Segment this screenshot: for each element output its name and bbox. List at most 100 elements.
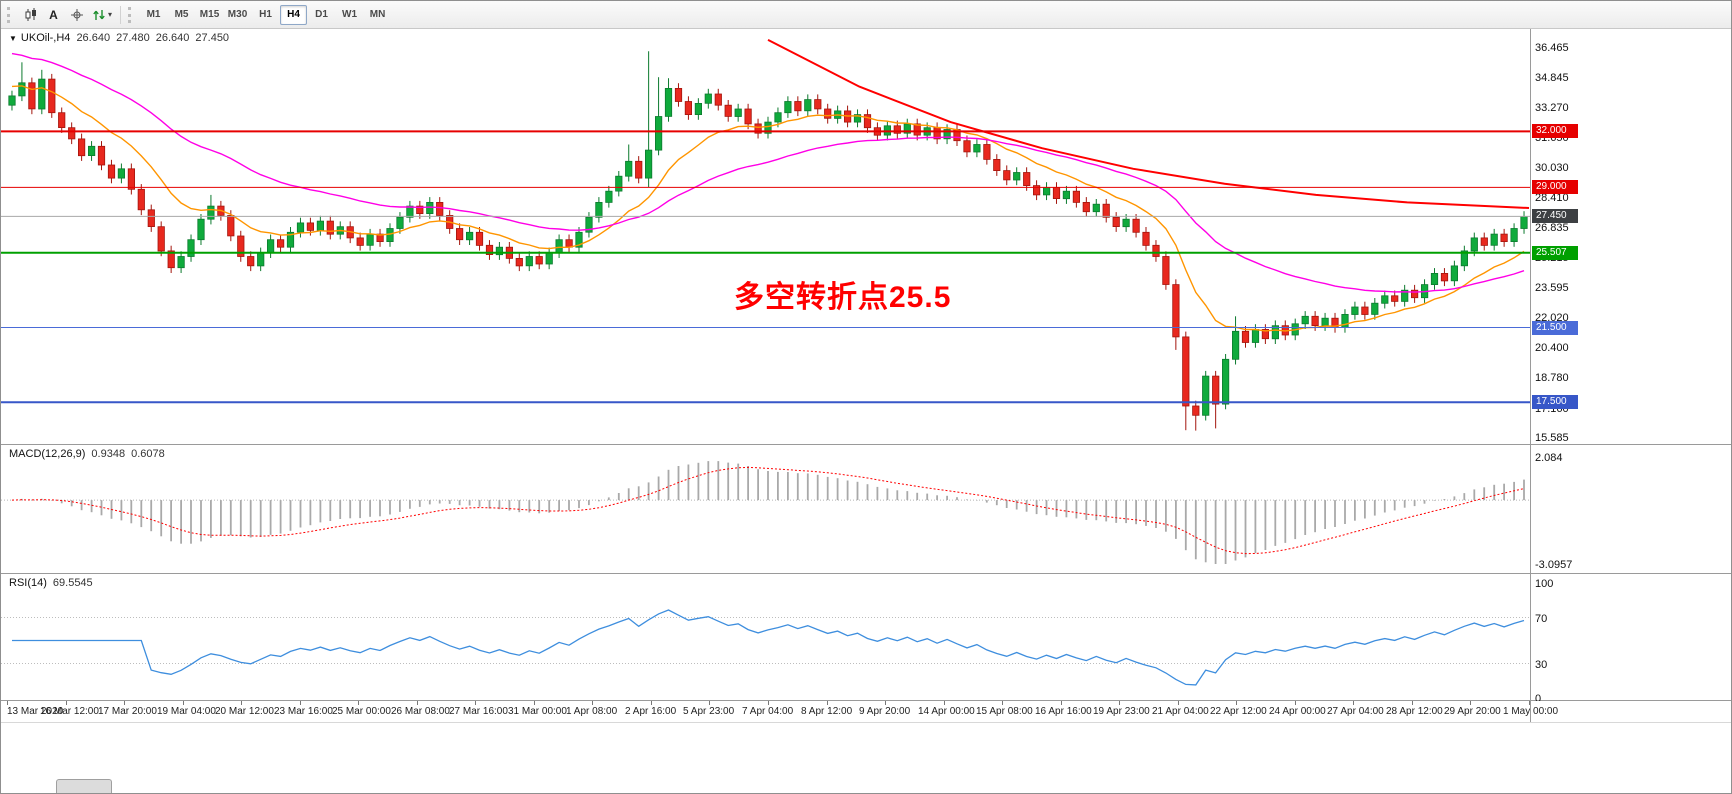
dropdown-caret-icon: ▾: [108, 10, 113, 19]
price-axis-label: 26.835: [1535, 222, 1569, 234]
time-tick: [534, 701, 535, 705]
time-axis-label: 24 Apr 00:00: [1269, 706, 1326, 717]
price-axis-label: 23.595: [1535, 282, 1569, 294]
ohlc-high: 27.480: [116, 32, 150, 44]
rsi-axis-label: 30: [1535, 659, 1548, 671]
price-axis-label: 20.400: [1535, 342, 1569, 354]
time-axis-label: 27 Mar 16:00: [449, 706, 508, 717]
crosshair-icon: [70, 8, 83, 21]
macd-signal-line: [11, 466, 1525, 555]
macd-name: MACD(12,26,9): [9, 448, 86, 460]
main-chart-panel[interactable]: ▼ UKOil-,H4 26.640 27.480 26.640 27.450 多空转折点…: [1, 29, 1731, 445]
time-axis-label: 8 Apr 12:00: [801, 706, 853, 717]
time-tick: [944, 701, 945, 705]
candlestick-chart-icon: [25, 7, 36, 21]
rsi-svg[interactable]: [1, 574, 1530, 700]
timeframe-w1[interactable]: W1: [336, 5, 363, 25]
green-arrows-icon: [93, 9, 105, 20]
workspace-bottom-area: [1, 723, 1731, 793]
time-axis-label: 26 Mar 08:00: [391, 706, 450, 717]
toolbar: A ▾ M1 M5 M15 M30 H1 H4 D1 W1 MN: [1, 1, 1731, 29]
time-axis-label: 22 Apr 12:00: [1210, 706, 1267, 717]
time-tick: [709, 701, 710, 705]
toolbar-drag-handle[interactable]: [128, 6, 134, 23]
rsi-value: 69.5545: [52, 577, 93, 589]
chart-symbol-period: UKOil-,H4: [20, 32, 71, 44]
time-tick: [300, 701, 301, 705]
time-tick: [66, 701, 67, 705]
time-axis-label: 9 Apr 20:00: [859, 706, 911, 717]
timeframe-m30[interactable]: M30: [224, 5, 251, 25]
chart-title: ▼ UKOil-,H4 26.640 27.480 26.640 27.450: [9, 32, 229, 44]
macd-axis-label: -3.0957: [1535, 559, 1573, 571]
time-tick: [1470, 701, 1471, 705]
time-tick: [651, 701, 652, 705]
macd-panel[interactable]: MACD(12,26,9) 0.9348 0.6078 2.084 -3.0957: [1, 445, 1731, 574]
time-axis-label: 16 Mar 12:00: [40, 706, 99, 717]
text-tool-button[interactable]: A: [42, 4, 65, 25]
time-tick: [1061, 701, 1062, 705]
time-axis-label: 13 Mar 2020: [7, 706, 64, 717]
time-axis-label: 16 Apr 16:00: [1035, 706, 1092, 717]
price-tag-27.450: 27.450: [1532, 209, 1578, 223]
timeframe-d1[interactable]: D1: [308, 5, 335, 25]
ema-fast-line: [11, 85, 1525, 332]
price-axis-label: 33.270: [1535, 102, 1569, 114]
time-tick: [241, 701, 242, 705]
time-tick: [475, 701, 476, 705]
time-axis-label: 14 Apr 00:00: [918, 706, 975, 717]
time-axis-label: 17 Mar 20:00: [98, 706, 157, 717]
ohlc-low: 26.640: [155, 32, 190, 44]
text-tool-label: A: [49, 7, 58, 22]
price-axis-label: 15.585: [1535, 432, 1569, 444]
toolbar-separator: [120, 5, 122, 24]
time-axis-label: 29 Apr 20:00: [1444, 706, 1501, 717]
timeframe-h1[interactable]: H1: [252, 5, 279, 25]
collapse-arrow-icon[interactable]: ▼: [9, 34, 17, 43]
chart-text-annotation[interactable]: 多空转折点25.5: [734, 281, 952, 314]
time-axis-label: 19 Mar 04:00: [157, 706, 216, 717]
candles-layer: [8, 51, 1528, 431]
time-tick: [1295, 701, 1296, 705]
ohlc-open: 26.640: [76, 32, 111, 44]
macd-axis-label: 2.084: [1535, 452, 1563, 464]
price-tag-25.507: 25.507: [1532, 246, 1578, 260]
ema-slow-line: [11, 52, 1525, 293]
macd-histogram: [20, 461, 1525, 564]
price-axis-label: 34.845: [1535, 72, 1569, 84]
time-axis-label: 5 Apr 23:00: [683, 706, 735, 717]
candlestick-chart-button[interactable]: [19, 4, 42, 25]
timeframe-m1[interactable]: M1: [140, 5, 167, 25]
price-tag-29.000: 29.000: [1532, 180, 1578, 194]
time-tick: [827, 701, 828, 705]
price-tag-32.000: 32.000: [1532, 124, 1578, 138]
rsi-label: RSI(14) 69.5545: [9, 577, 93, 589]
crosshair-button[interactable]: [65, 4, 88, 25]
price-axis-label: 18.780: [1535, 372, 1569, 384]
scroll-mode-button[interactable]: ▾: [88, 4, 115, 25]
time-axis-label: 23 Mar 16:00: [274, 706, 333, 717]
toolbar-drag-handle[interactable]: [7, 6, 13, 23]
time-tick: [183, 701, 184, 705]
time-axis-label: 28 Apr 12:00: [1386, 706, 1443, 717]
timeframe-mn[interactable]: MN: [364, 5, 391, 25]
rsi-panel[interactable]: RSI(14) 69.5545 100 70 30 0: [1, 574, 1731, 705]
timeframe-m5[interactable]: M5: [168, 5, 195, 25]
time-tick: [124, 701, 125, 705]
chart-window-tab[interactable]: [56, 779, 112, 793]
price-chart-svg[interactable]: [1, 29, 1530, 444]
time-axis-label: 1 Apr 08:00: [566, 706, 618, 717]
macd-value-main: 0.9348: [91, 448, 126, 460]
time-tick: [1002, 701, 1003, 705]
macd-svg[interactable]: [1, 445, 1530, 573]
time-axis[interactable]: 13 Mar 2020 16 Mar 12:00 17 Mar 20:00 19 Ma…: [1, 701, 1731, 723]
time-tick: [768, 701, 769, 705]
time-axis-label: 20 Mar 12:00: [215, 706, 274, 717]
time-tick: [1119, 701, 1120, 705]
timeframe-h4[interactable]: H4: [280, 4, 308, 25]
rsi-line: [12, 609, 1525, 686]
ohlc-close: 27.450: [195, 32, 230, 44]
timeframe-m15[interactable]: M15: [196, 5, 223, 25]
time-axis-label: 15 Apr 08:00: [976, 706, 1033, 717]
